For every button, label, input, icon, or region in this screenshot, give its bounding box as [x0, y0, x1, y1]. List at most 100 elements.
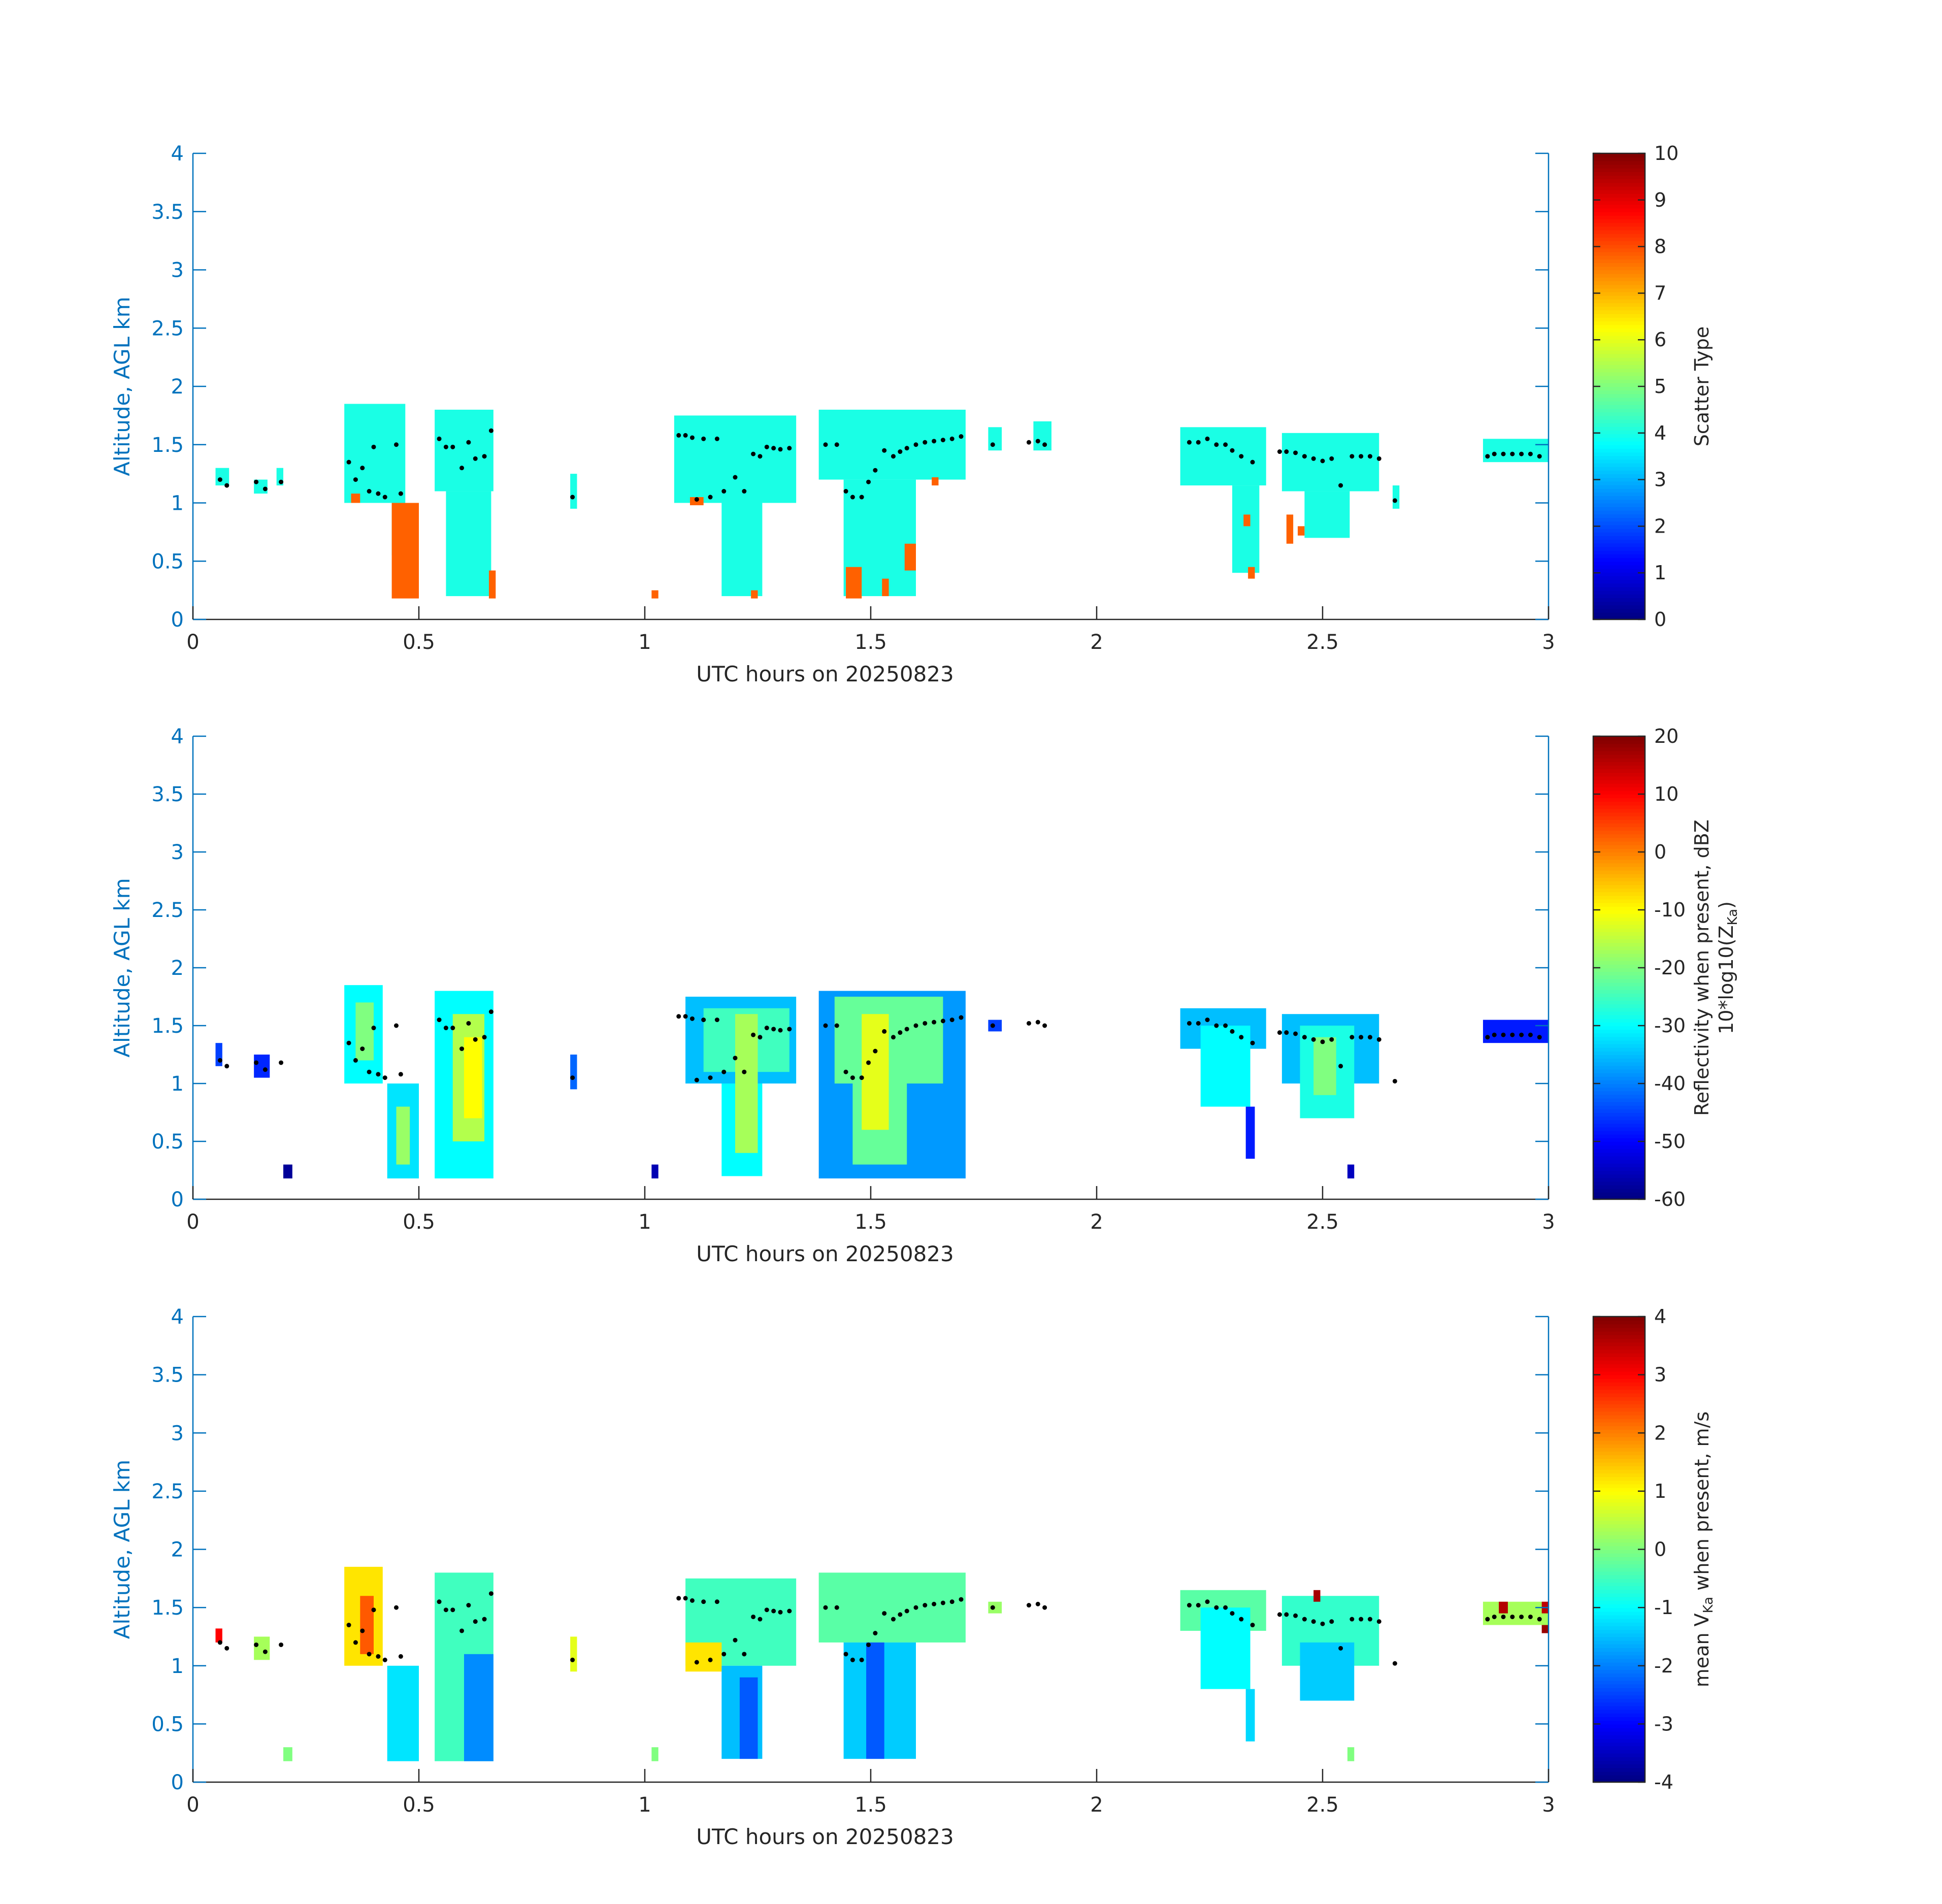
- colorbar-tick-label: 4: [1654, 422, 1666, 444]
- colorbar-segment: [1593, 1407, 1645, 1412]
- cloud-base-point: [714, 1599, 719, 1604]
- colorbar-tick-label: 0: [1654, 841, 1666, 863]
- cloud-base-point: [742, 489, 747, 494]
- heatmap-cell: [1541, 1625, 1549, 1633]
- colorbar-segment: [1593, 1353, 1645, 1357]
- colorbar-segment: [1593, 1007, 1645, 1012]
- colorbar-segment: [1593, 881, 1645, 885]
- cloud-base-point: [488, 1591, 493, 1596]
- heatmap-cell: [387, 1665, 419, 1761]
- cloud-base-point: [959, 434, 964, 439]
- y-tick-label: 3.5: [151, 201, 184, 224]
- colorbar-segment: [1593, 1076, 1645, 1080]
- cloud-base-point: [360, 466, 365, 471]
- colorbar-segment: [1593, 1586, 1645, 1590]
- cloud-base-point: [1250, 459, 1255, 465]
- colorbar-segment: [1593, 1141, 1645, 1146]
- colorbar-segment: [1593, 320, 1645, 325]
- colorbar-segment: [1593, 1058, 1645, 1063]
- colorbar-segment: [1593, 1655, 1645, 1659]
- colorbar-segment: [1593, 975, 1645, 979]
- colorbar-segment: [1593, 1170, 1645, 1175]
- cloud-base-point: [859, 1075, 864, 1080]
- colorbar-tick-label: -3: [1654, 1713, 1673, 1735]
- cloud-base-point: [443, 444, 448, 449]
- cloud-base-point: [450, 1607, 455, 1613]
- heatmap-cell: [651, 1747, 659, 1761]
- colorbar-segment: [1593, 1538, 1645, 1543]
- colorbar-segment: [1593, 514, 1645, 518]
- cloud-base-point: [1284, 1030, 1289, 1035]
- colorbar-segment: [1593, 1458, 1645, 1463]
- cloud-base-point: [473, 1037, 478, 1042]
- colorbar-segment: [1593, 258, 1645, 264]
- colorbar-segment: [1593, 884, 1645, 889]
- colorbar-segment: [1593, 997, 1645, 1001]
- cloud-base-point: [1392, 1078, 1397, 1084]
- colorbar-segment: [1593, 935, 1645, 939]
- x-tick-label: 2.5: [1306, 631, 1339, 654]
- cloud-base-point: [1485, 1035, 1490, 1040]
- cloud-base-point: [990, 442, 995, 447]
- x-tick-label: 0: [186, 1210, 199, 1234]
- y-tick-label: 3: [171, 1422, 184, 1445]
- heatmap-cell: [1248, 567, 1255, 579]
- cloud-base-point: [459, 1046, 465, 1052]
- cloud-base-point: [949, 436, 954, 441]
- colorbar-segment: [1593, 1629, 1645, 1634]
- cloud-base-point: [254, 1642, 259, 1647]
- cloud-base-point: [708, 1657, 713, 1662]
- heatmap-cell: [1232, 485, 1260, 573]
- cloud-base-point: [873, 1048, 878, 1054]
- y-tick-label: 0: [171, 1771, 184, 1794]
- colorbar-segment: [1593, 1418, 1645, 1423]
- colorbar-segment: [1593, 1367, 1645, 1372]
- colorbar-segment: [1593, 1174, 1645, 1178]
- cloud-base-point: [371, 1607, 376, 1613]
- colorbar-segment: [1593, 1429, 1645, 1434]
- cloud-base-point: [1359, 454, 1364, 459]
- colorbar-segment: [1593, 1665, 1645, 1670]
- cloud-base-point: [913, 442, 918, 447]
- cloud-base-point: [1338, 1646, 1343, 1651]
- colorbar-segment: [1593, 769, 1645, 773]
- cloud-base-point: [940, 1019, 945, 1024]
- colorbar-segment: [1593, 211, 1645, 216]
- heatmap-cell: [932, 477, 939, 486]
- colorbar-segment: [1593, 488, 1645, 493]
- y-axis-title: Altitude, AGL km: [110, 878, 135, 1057]
- cloud-base-point: [279, 479, 284, 484]
- cloud-base-point: [1293, 1031, 1298, 1036]
- cloud-base-point: [932, 1020, 937, 1025]
- colorbar-segment: [1593, 1338, 1645, 1343]
- colorbar-segment: [1593, 754, 1645, 759]
- cloud-base-point: [371, 444, 376, 449]
- colorbar-segment: [1593, 426, 1645, 431]
- colorbar-segment: [1593, 339, 1645, 343]
- colorbar-segment: [1593, 291, 1645, 296]
- colorbar-segment: [1593, 266, 1645, 271]
- cloud-base-point: [1311, 1037, 1316, 1042]
- colorbar-segment: [1593, 499, 1645, 504]
- cloud-base-point: [382, 1075, 387, 1080]
- cloud-base-point: [353, 1058, 358, 1063]
- colorbar-segment: [1593, 1709, 1645, 1714]
- colorbar-segment: [1593, 1717, 1645, 1721]
- colorbar-segment: [1593, 528, 1645, 533]
- colorbar-segment: [1593, 1004, 1645, 1008]
- cloud-base-point: [353, 1640, 358, 1645]
- colorbar-segment: [1593, 902, 1645, 907]
- cloud-base-point: [570, 1657, 575, 1662]
- colorbar-segment: [1593, 565, 1645, 569]
- colorbar-segment: [1593, 1105, 1645, 1109]
- y-tick-label: 3: [171, 841, 184, 864]
- colorbar-segment: [1593, 895, 1645, 900]
- colorbar-segment: [1593, 1116, 1645, 1121]
- cloud-base-point: [1027, 440, 1031, 445]
- cloud-base-point: [721, 1069, 727, 1074]
- heatmap-cell: [751, 590, 758, 599]
- colorbar-segment: [1593, 328, 1645, 333]
- heatmap-cell: [215, 1043, 222, 1066]
- colorbar-segment: [1593, 856, 1645, 860]
- cloud-base-point: [859, 495, 864, 500]
